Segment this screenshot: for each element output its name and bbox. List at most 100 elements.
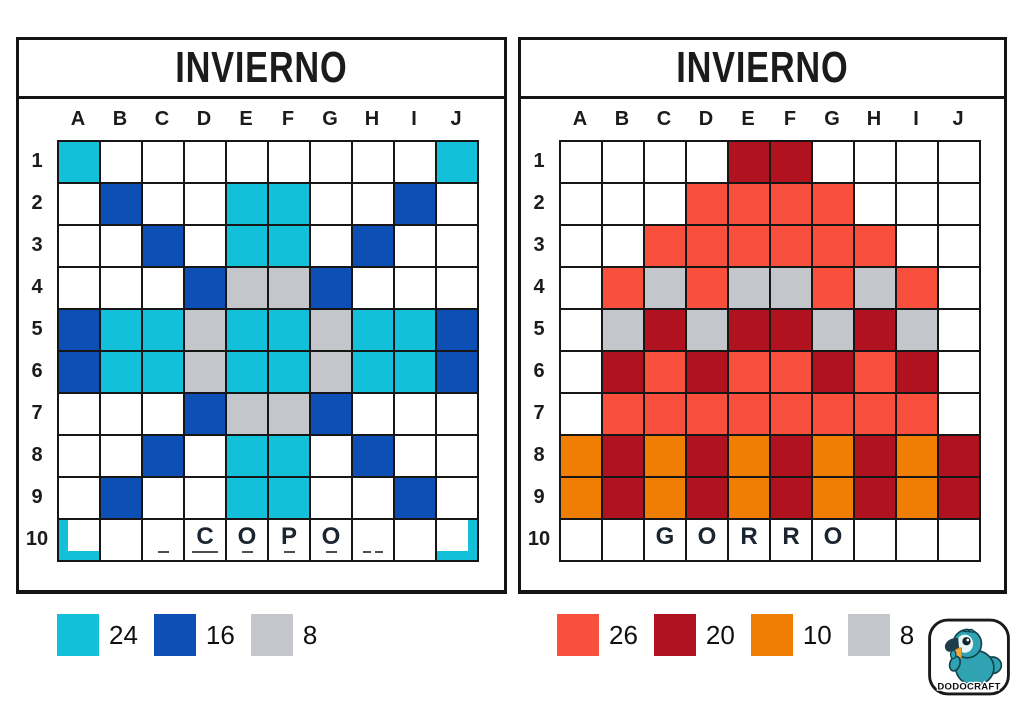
cell-I2[interactable] xyxy=(896,183,938,225)
cell-B1[interactable] xyxy=(100,141,142,183)
cell-J6[interactable] xyxy=(436,351,478,393)
cell-I1[interactable] xyxy=(394,141,436,183)
cell-H5[interactable] xyxy=(854,309,896,351)
cell-A5[interactable] xyxy=(58,309,100,351)
cell-I10[interactable] xyxy=(394,519,436,561)
cell-C2[interactable] xyxy=(644,183,686,225)
cell-A7[interactable] xyxy=(58,393,100,435)
cell-G3[interactable] xyxy=(812,225,854,267)
cell-E2[interactable] xyxy=(728,183,770,225)
cell-E10[interactable]: O xyxy=(226,519,268,561)
cell-D7[interactable] xyxy=(686,393,728,435)
cell-J8[interactable] xyxy=(436,435,478,477)
cell-H1[interactable] xyxy=(854,141,896,183)
cell-E5[interactable] xyxy=(728,309,770,351)
cell-C8[interactable] xyxy=(644,435,686,477)
cell-I6[interactable] xyxy=(394,351,436,393)
cell-E1[interactable] xyxy=(728,141,770,183)
cell-G6[interactable] xyxy=(812,351,854,393)
cell-D4[interactable] xyxy=(184,267,226,309)
cell-C10[interactable]: G xyxy=(644,519,686,561)
cell-F7[interactable] xyxy=(770,393,812,435)
cell-I3[interactable] xyxy=(394,225,436,267)
cell-H9[interactable] xyxy=(854,477,896,519)
cell-D8[interactable] xyxy=(686,435,728,477)
cell-B8[interactable] xyxy=(100,435,142,477)
cell-B8[interactable] xyxy=(602,435,644,477)
cell-I5[interactable] xyxy=(394,309,436,351)
cell-E3[interactable] xyxy=(728,225,770,267)
cell-H4[interactable] xyxy=(854,267,896,309)
cell-C9[interactable] xyxy=(644,477,686,519)
cell-J4[interactable] xyxy=(938,267,980,309)
cell-F2[interactable] xyxy=(770,183,812,225)
cell-G5[interactable] xyxy=(812,309,854,351)
cell-B5[interactable] xyxy=(100,309,142,351)
cell-A6[interactable] xyxy=(58,351,100,393)
cell-C6[interactable] xyxy=(142,351,184,393)
cell-H1[interactable] xyxy=(352,141,394,183)
cell-I4[interactable] xyxy=(896,267,938,309)
cell-E4[interactable] xyxy=(728,267,770,309)
cell-C8[interactable] xyxy=(142,435,184,477)
cell-C7[interactable] xyxy=(142,393,184,435)
cell-J9[interactable] xyxy=(938,477,980,519)
cell-I8[interactable] xyxy=(394,435,436,477)
cell-J4[interactable] xyxy=(436,267,478,309)
cell-H10[interactable] xyxy=(854,519,896,561)
cell-H8[interactable] xyxy=(854,435,896,477)
cell-G9[interactable] xyxy=(812,477,854,519)
cell-F3[interactable] xyxy=(770,225,812,267)
cell-G8[interactable] xyxy=(812,435,854,477)
cell-G7[interactable] xyxy=(812,393,854,435)
cell-C9[interactable] xyxy=(142,477,184,519)
cell-E2[interactable] xyxy=(226,183,268,225)
cell-G5[interactable] xyxy=(310,309,352,351)
cell-B1[interactable] xyxy=(602,141,644,183)
cell-A9[interactable] xyxy=(58,477,100,519)
cell-G3[interactable] xyxy=(310,225,352,267)
cell-G8[interactable] xyxy=(310,435,352,477)
cell-I4[interactable] xyxy=(394,267,436,309)
cell-D9[interactable] xyxy=(184,477,226,519)
cell-I9[interactable] xyxy=(394,477,436,519)
cell-H8[interactable] xyxy=(352,435,394,477)
cell-G4[interactable] xyxy=(310,267,352,309)
cell-A4[interactable] xyxy=(58,267,100,309)
cell-F1[interactable] xyxy=(770,141,812,183)
cell-H3[interactable] xyxy=(854,225,896,267)
cell-G2[interactable] xyxy=(812,183,854,225)
cell-B3[interactable] xyxy=(602,225,644,267)
cell-J9[interactable] xyxy=(436,477,478,519)
cell-D9[interactable] xyxy=(686,477,728,519)
cell-H7[interactable] xyxy=(352,393,394,435)
cell-I5[interactable] xyxy=(896,309,938,351)
cell-G1[interactable] xyxy=(310,141,352,183)
cell-A10[interactable] xyxy=(58,519,100,561)
cell-A1[interactable] xyxy=(58,141,100,183)
cell-C3[interactable] xyxy=(644,225,686,267)
cell-A10[interactable] xyxy=(560,519,602,561)
cell-J2[interactable] xyxy=(938,183,980,225)
cell-B5[interactable] xyxy=(602,309,644,351)
cell-G9[interactable] xyxy=(310,477,352,519)
cell-G6[interactable] xyxy=(310,351,352,393)
cell-C6[interactable] xyxy=(644,351,686,393)
cell-F4[interactable] xyxy=(268,267,310,309)
cell-I3[interactable] xyxy=(896,225,938,267)
cell-B3[interactable] xyxy=(100,225,142,267)
cell-J2[interactable] xyxy=(436,183,478,225)
cell-C1[interactable] xyxy=(142,141,184,183)
cell-D6[interactable] xyxy=(184,351,226,393)
cell-G10[interactable]: O xyxy=(812,519,854,561)
cell-B4[interactable] xyxy=(602,267,644,309)
cell-D3[interactable] xyxy=(686,225,728,267)
cell-G10[interactable]: O xyxy=(310,519,352,561)
cell-J10[interactable] xyxy=(938,519,980,561)
cell-F9[interactable] xyxy=(770,477,812,519)
cell-G1[interactable] xyxy=(812,141,854,183)
cell-J3[interactable] xyxy=(938,225,980,267)
cell-J6[interactable] xyxy=(938,351,980,393)
cell-D3[interactable] xyxy=(184,225,226,267)
cell-E6[interactable] xyxy=(226,351,268,393)
